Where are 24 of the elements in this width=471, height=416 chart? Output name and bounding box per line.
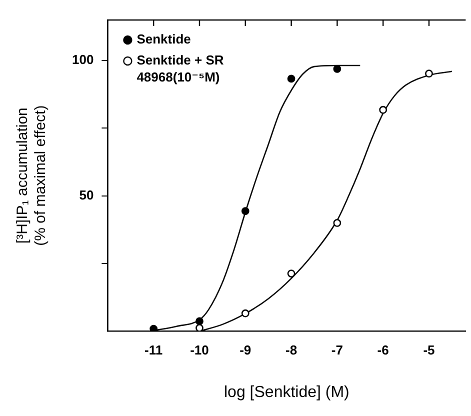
point	[379, 106, 388, 114]
legend-label: Senktide + SR 48968(10⁻⁵M)	[136, 52, 224, 85]
x-tick-label: -8	[286, 342, 298, 358]
point	[333, 219, 342, 227]
point	[196, 324, 204, 332]
point	[425, 70, 433, 78]
legend-label: Senktide	[136, 32, 191, 47]
point	[241, 309, 250, 318]
x-tick-label: -9	[240, 342, 252, 358]
x-tick-label: -6	[377, 342, 389, 358]
point	[150, 324, 158, 332]
x-tick-label: -7	[331, 342, 343, 358]
point	[333, 65, 342, 73]
x-tick-label: -5	[423, 342, 435, 358]
point	[287, 270, 296, 278]
x-tick-label: -10	[190, 342, 209, 358]
point	[287, 74, 296, 83]
x-tick-label: -11	[144, 342, 163, 358]
y-tick-label: 100	[72, 52, 94, 68]
point	[196, 317, 204, 326]
point	[241, 207, 250, 215]
y-tick-label: 50	[79, 187, 94, 202]
x-axis-title: log [Senktide] (M)	[224, 384, 350, 401]
y-axis-title: [³H]IP₁ accumulation (% of maximal effect)	[14, 105, 50, 246]
